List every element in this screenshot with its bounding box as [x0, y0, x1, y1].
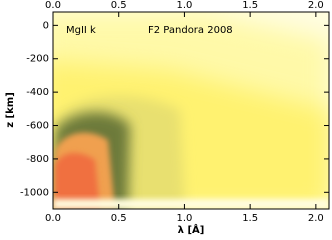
x-tick-label: 0.0: [45, 213, 61, 224]
y-tick-label: -400: [26, 87, 49, 98]
x-tick-label: 1.0: [176, 213, 192, 224]
x-tick-label-top: 2.0: [308, 0, 324, 11]
x-tick-label-top: 0.5: [111, 0, 127, 11]
x-tick-label-top: 1.5: [242, 0, 258, 11]
y-axis-label: z [km]: [5, 92, 16, 128]
x-tick-label-top: 0.0: [45, 0, 61, 11]
plot-frame: [52, 11, 330, 210]
y-tick-label: -600: [26, 121, 49, 132]
y-tick-label: 0: [43, 20, 49, 31]
x-tick-label: 2.0: [308, 213, 324, 224]
annotation: F2 Pandora 2008: [148, 25, 233, 36]
x-tick-label-top: 1.0: [176, 0, 192, 11]
y-tick-label: -200: [26, 54, 49, 65]
y-tick-label: -1000: [20, 187, 49, 198]
y-tick-label: -800: [26, 154, 49, 165]
annotation: MgII k: [66, 25, 96, 36]
x-tick-label: 0.5: [111, 213, 127, 224]
heatmap-image: [53, 12, 329, 209]
x-tick-label: 1.5: [242, 213, 258, 224]
x-axis-label: λ [Å]: [178, 223, 205, 236]
